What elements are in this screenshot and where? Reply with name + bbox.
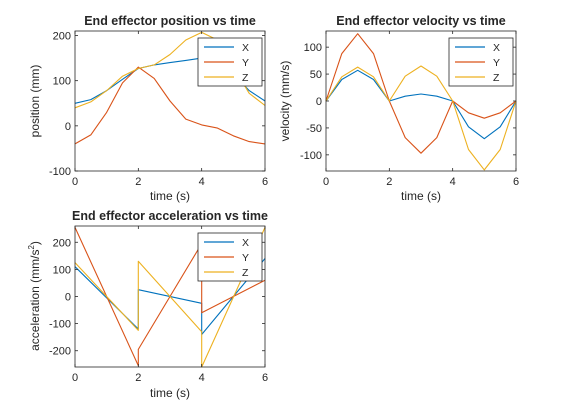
velocity-plot-ytick-label: 0 <box>316 96 322 108</box>
acceleration-plot-ytick-label: -200 <box>49 346 71 358</box>
velocity-plot: End effector velocity vs time 0 2 4 6 -100 -5… <box>278 14 519 203</box>
position-plot-ytick-label: 100 <box>53 76 71 88</box>
position-plot-xtick-label: 6 <box>262 176 268 188</box>
acceleration-plot: End effector acceleration vs time 0 2 4 6 -2… <box>27 209 268 400</box>
velocity-plot-legend-label-z: Z <box>493 72 500 84</box>
acceleration-plot-marks: 0 2 4 6 -200 -100 0 100 200 XYZ <box>49 226 268 384</box>
acceleration-ylabel-suffix: ) <box>28 241 42 245</box>
acceleration-plot-legend-label-y: Y <box>242 252 249 264</box>
velocity-plot-marks: 0 2 4 6 -100 -50 0 50 100 XYZ <box>300 31 519 188</box>
acceleration-plot-frame <box>74 225 266 368</box>
position-plot-ylabel: position (mm) <box>28 65 42 138</box>
velocity-plot-ylabel: velocity (mm/s) <box>278 61 292 142</box>
position-plot-series-y-line <box>74 66 266 145</box>
acceleration-plot-series-z-line <box>74 227 266 368</box>
velocity-plot-xtick-label: 6 <box>513 176 519 188</box>
velocity-plot-legend: XYZ <box>448 37 514 87</box>
acceleration-plot-legend: XYZ <box>197 232 263 282</box>
position-plot-ytick-label: -100 <box>49 166 71 178</box>
position-plot-legend-label-z: Z <box>242 72 249 84</box>
velocity-plot-series-x-line <box>325 69 517 140</box>
acceleration-plot-ylabel: acceleration (mm/s2) <box>27 241 42 351</box>
acceleration-ylabel-superscript: 2 <box>27 245 36 250</box>
acceleration-plot-xtick-label: 6 <box>262 372 268 384</box>
velocity-plot-ytick-label: 100 <box>304 42 322 54</box>
velocity-plot-title: End effector velocity vs time <box>336 14 506 28</box>
acceleration-plot-ytick-label: 200 <box>53 237 71 249</box>
velocity-plot-ytick-label: -50 <box>306 123 322 135</box>
velocity-plot-xtick-label: 2 <box>386 176 392 188</box>
position-plot-legend-label-x: X <box>242 42 249 54</box>
velocity-plot-frame <box>325 30 517 172</box>
acceleration-plot-xlabel: time (s) <box>150 386 190 400</box>
acceleration-plot-ytick-label: 0 <box>65 292 71 304</box>
acceleration-plot-xtick-label: 4 <box>199 372 205 384</box>
position-plot-legend-label-y: Y <box>242 57 249 69</box>
velocity-plot-xlabel: time (s) <box>401 189 441 203</box>
acceleration-plot-xtick-label: 2 <box>135 372 141 384</box>
position-plot-title: End effector position vs time <box>84 14 256 28</box>
position-plot-xtick-label: 0 <box>72 176 78 188</box>
velocity-plot-series-y-line <box>325 33 517 154</box>
position-plot-ytick-label: 200 <box>53 31 71 43</box>
position-plot-xlabel: time (s) <box>150 189 190 203</box>
position-plot-xtick-label: 4 <box>199 176 205 188</box>
acceleration-ylabel-main: acceleration (mm/s <box>28 250 42 351</box>
velocity-plot-legend-label-x: X <box>493 42 500 54</box>
acceleration-plot-title: End effector acceleration vs time <box>72 209 268 223</box>
position-plot-ytick-label: 0 <box>65 121 71 133</box>
position-plot-frame <box>74 30 266 172</box>
acceleration-plot-ytick-label: 100 <box>53 264 71 276</box>
acceleration-plot-xtick-label: 0 <box>72 372 78 384</box>
velocity-plot-legend-label-y: Y <box>493 57 500 69</box>
acceleration-plot-legend-label-x: X <box>242 237 249 249</box>
position-plot: End effector position vs time 0 2 4 6-10001… <box>28 14 268 203</box>
velocity-plot-ytick-label: 50 <box>310 69 322 81</box>
acceleration-plot-legend-label-z: Z <box>242 267 249 279</box>
acceleration-plot-ytick-label: -100 <box>49 319 71 331</box>
velocity-plot-ytick-label: -100 <box>300 150 322 162</box>
velocity-plot-series-z-line <box>325 65 517 171</box>
velocity-plot-xtick-label: 0 <box>323 176 329 188</box>
velocity-plot-xtick-label: 4 <box>450 176 456 188</box>
position-plot-legend: XYZ <box>197 37 263 87</box>
position-plot-xtick-label: 2 <box>135 176 141 188</box>
